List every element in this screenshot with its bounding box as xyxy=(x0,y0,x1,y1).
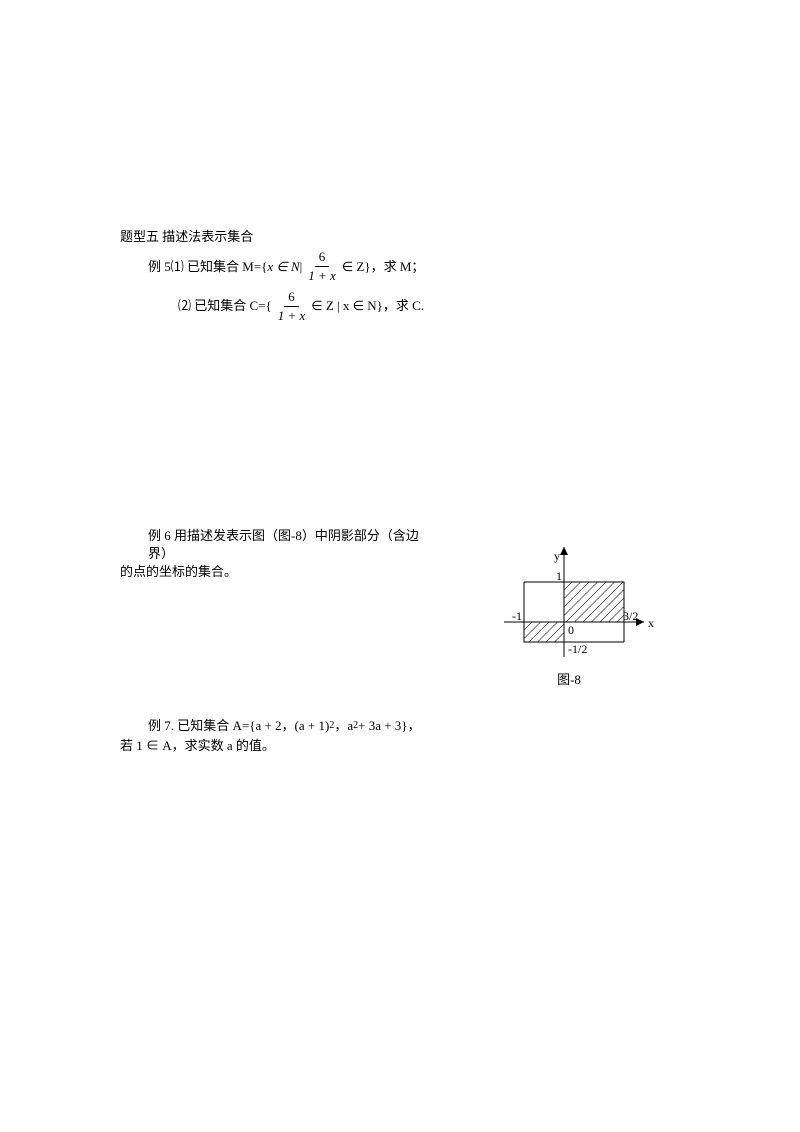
frac1-den: 1 + x xyxy=(304,267,340,285)
figure-caption: 图-8 xyxy=(458,671,680,689)
frac2-num: 6 xyxy=(284,288,299,307)
section-heading: 题型五 描述法表示集合 xyxy=(120,228,680,246)
ex5-part2: ⑵ 已知集合 C={ 6 1 + x ∈ Z | x ∈ N}，求 C. xyxy=(120,288,680,325)
fraction-2: 6 1 + x xyxy=(274,288,310,325)
label-m1: -1 xyxy=(512,609,522,623)
ex7-l1c: + 3a + 3}， xyxy=(358,717,420,735)
ex5-p1-pre: ⑴ 已知集合 M={ xyxy=(171,258,268,276)
ex5-p2-pre: ⑵ 已知集合 C={ xyxy=(178,297,272,315)
frac2-den: 1 + x xyxy=(274,307,310,325)
ex7-l1a: 例 7. 已知集合 A={a + 2，(a + 1) xyxy=(148,717,329,735)
ex5-p2-inz: ∈ Z | x ∈ N}，求 C. xyxy=(311,297,424,315)
ex5-p1-inz: ∈ Z}，求 M； xyxy=(342,258,425,276)
ex5-p1-bar: | xyxy=(300,258,303,276)
ex6-line1: 例 6 用描述发表示图（图-8）中阴影部分（含边界） xyxy=(148,527,438,563)
fraction-1: 6 1 + x xyxy=(304,248,340,285)
ex7-l1b: ，a xyxy=(334,717,353,735)
ex5-part1: 例 5 ⑴ 已知集合 M={ x ∈ N | 6 1 + x ∈ Z}，求 M； xyxy=(120,248,680,285)
axis-x-label: x xyxy=(648,616,654,630)
ex6-line2: 的点的坐标的集合。 xyxy=(120,563,438,581)
ex7-line1: 例 7. 已知集合 A={a + 2，(a + 1) 2 ，a 2 + 3a +… xyxy=(120,717,680,735)
label-0: 0 xyxy=(568,623,574,637)
figure-8: y x 1 -1 0 -1/2 3/2 xyxy=(474,527,664,667)
label-mhalf: -1/2 xyxy=(568,642,587,656)
label-3half: 3/2 xyxy=(623,609,638,623)
axis-y-label: y xyxy=(554,549,560,563)
frac1-num: 6 xyxy=(315,248,330,267)
ex5-p1-xin: x ∈ N xyxy=(267,258,299,276)
label-1: 1 xyxy=(556,569,562,583)
ex6-text: 例 6 用描述发表示图（图-8）中阴影部分（含边界） 的点的坐标的集合。 xyxy=(120,527,438,582)
ex5-label: 例 5 xyxy=(148,258,171,276)
ex7-line2: 若 1 ∈ A，求实数 a 的值。 xyxy=(120,737,680,755)
